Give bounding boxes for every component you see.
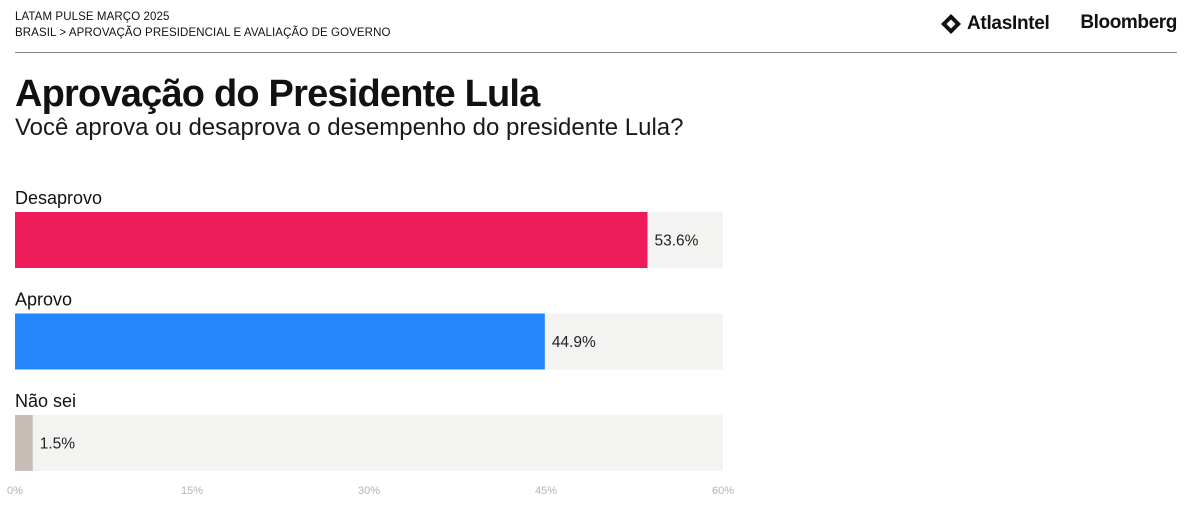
report-series-label: LATAM PULSE MARÇO 2025 bbox=[15, 11, 170, 23]
x-tick-label: 60% bbox=[712, 485, 734, 497]
chart-subtitle: Você aprova ou desaprova o desempenho do… bbox=[15, 114, 684, 141]
x-tick-label: 45% bbox=[535, 485, 557, 497]
value-label: 53.6% bbox=[654, 233, 698, 250]
x-tick-label: 15% bbox=[181, 485, 203, 497]
category-label: Desaprovo bbox=[15, 188, 102, 208]
breadcrumb: BRASIL > APROVAÇÃO PRESIDENCIAL E AVALIA… bbox=[15, 27, 391, 39]
category-label: Não sei bbox=[15, 391, 76, 411]
value-label: 1.5% bbox=[40, 436, 76, 453]
bar bbox=[15, 415, 33, 471]
atlasintel-logo: AtlasIntel bbox=[940, 12, 1050, 36]
x-tick-label: 30% bbox=[358, 485, 380, 497]
value-label: 44.9% bbox=[552, 334, 596, 351]
atlasintel-logo-icon bbox=[941, 14, 961, 34]
x-tick-label: 0% bbox=[7, 485, 23, 497]
bar bbox=[15, 313, 545, 370]
report-header: LATAM PULSE MARÇO 2025 BRASIL > APROVAÇÃ… bbox=[15, 9, 1177, 53]
bloomberg-logo: Bloomberg bbox=[1080, 12, 1177, 33]
bar-chart: Desaprovo 53.6% Aprovo 44.9% Não sei 1.5% 0% 15… bbox=[7, 188, 734, 497]
category-label: Aprovo bbox=[15, 290, 72, 310]
atlasintel-logo-text: AtlasIntel bbox=[967, 13, 1050, 34]
chart-title: Aprovação do Presidente Lula bbox=[15, 73, 540, 115]
bar bbox=[15, 212, 648, 268]
bar-track bbox=[15, 415, 723, 471]
